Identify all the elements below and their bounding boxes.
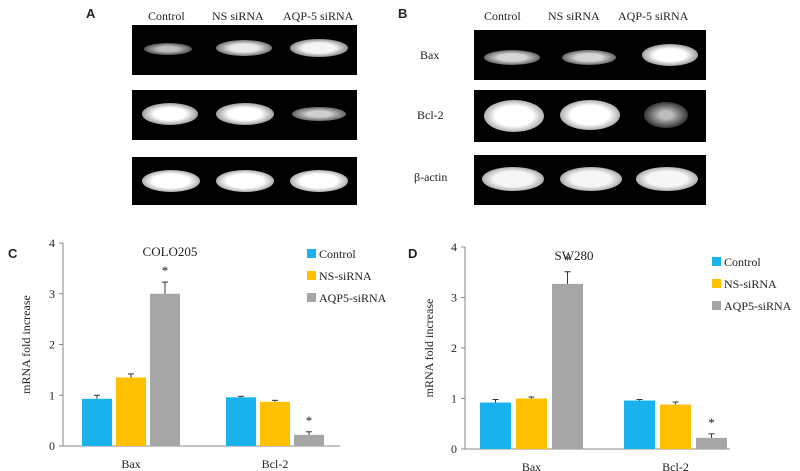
y-tick-label: 1 — [451, 392, 457, 406]
legend-label: NS-siRNA — [319, 269, 372, 283]
band — [644, 102, 688, 128]
band — [216, 103, 274, 125]
legend-label: Control — [724, 255, 761, 269]
bar — [226, 397, 256, 446]
panel-b-lane-control: Control — [484, 9, 521, 23]
bar — [260, 401, 290, 446]
panel-d-letter: D — [408, 246, 418, 261]
band — [636, 167, 698, 191]
x-tick-label: Bcl-2 — [262, 457, 289, 471]
band — [642, 44, 698, 66]
y-tick-label: 0 — [451, 442, 457, 456]
panel-b-lane-aqp5-sirna: AQP-5 siRNA — [618, 9, 689, 23]
y-tick-label: 3 — [49, 287, 55, 301]
significance-mark: * — [162, 263, 169, 278]
band — [216, 40, 272, 56]
legend-label: AQP5-siRNA — [724, 299, 792, 313]
y-axis-label: mRNA fold increase — [19, 295, 33, 394]
legend-label: AQP5-siRNA — [319, 291, 387, 305]
gel-a-bax — [132, 25, 357, 75]
y-tick-label: 0 — [49, 439, 55, 453]
legend-swatch — [307, 293, 316, 302]
panel-a-letter: A — [86, 6, 96, 21]
band — [482, 167, 544, 191]
bar — [150, 293, 180, 446]
band — [290, 39, 348, 57]
panel-c-letter: C — [8, 246, 18, 261]
row-label-bax: Bax — [420, 48, 440, 62]
y-tick-label: 2 — [451, 341, 457, 355]
bar — [116, 377, 146, 446]
y-tick-label: 4 — [49, 236, 55, 250]
bar — [660, 404, 691, 449]
bar — [624, 400, 655, 449]
gel-b-bcl2 — [474, 90, 706, 142]
legend-swatch — [307, 271, 316, 280]
x-tick-label: Bax — [121, 457, 140, 471]
band — [484, 50, 540, 65]
legend-label: NS-siRNA — [724, 277, 777, 291]
y-tick-label: 4 — [451, 240, 457, 254]
panel-a-lane-aqp5-sirna: AQP-5 siRNA — [283, 9, 354, 23]
bar — [552, 283, 583, 449]
legend-swatch — [307, 249, 316, 258]
x-tick-label: Bcl-2 — [662, 460, 689, 471]
band — [560, 100, 620, 130]
band — [562, 50, 616, 65]
y-tick-label: 1 — [49, 388, 55, 402]
chart-title: SW280 — [555, 248, 594, 263]
y-tick-label: 2 — [49, 338, 55, 352]
band — [560, 167, 622, 191]
band — [216, 170, 274, 192]
bar — [294, 434, 324, 446]
band — [484, 100, 544, 132]
significance-mark: * — [306, 413, 313, 428]
band — [142, 170, 200, 192]
band — [142, 103, 198, 125]
bar — [696, 437, 727, 449]
row-label-beta-actin: β-actin — [414, 170, 448, 184]
legend-swatch — [712, 257, 721, 266]
significance-mark: * — [708, 415, 715, 430]
band — [144, 43, 192, 55]
legend-swatch — [712, 279, 721, 288]
gel-a-beta-actin — [132, 157, 357, 205]
y-tick-label: 3 — [451, 291, 457, 305]
y-axis-label: mRNA fold increase — [422, 299, 436, 398]
legend-swatch — [712, 301, 721, 310]
panel-b-letter: B — [398, 6, 408, 21]
legend-label: Control — [319, 247, 356, 261]
band — [290, 170, 348, 192]
row-label-bcl2: Bcl-2 — [417, 108, 444, 122]
chart-title: COLO205 — [143, 244, 198, 259]
bar — [480, 402, 511, 449]
gel-a-bcl2 — [132, 90, 357, 140]
gel-b-beta-actin — [474, 155, 706, 205]
panel-b-lane-ns-sirna: NS siRNA — [548, 9, 600, 23]
bar — [516, 398, 547, 449]
panel-a-lane-ns-sirna: NS siRNA — [212, 9, 264, 23]
band — [292, 107, 346, 121]
panel-a-lane-control: Control — [148, 9, 185, 23]
bar — [82, 398, 112, 446]
gel-b-bax — [474, 30, 706, 80]
significance-mark: * — [564, 253, 571, 268]
x-tick-label: Bax — [522, 460, 541, 471]
